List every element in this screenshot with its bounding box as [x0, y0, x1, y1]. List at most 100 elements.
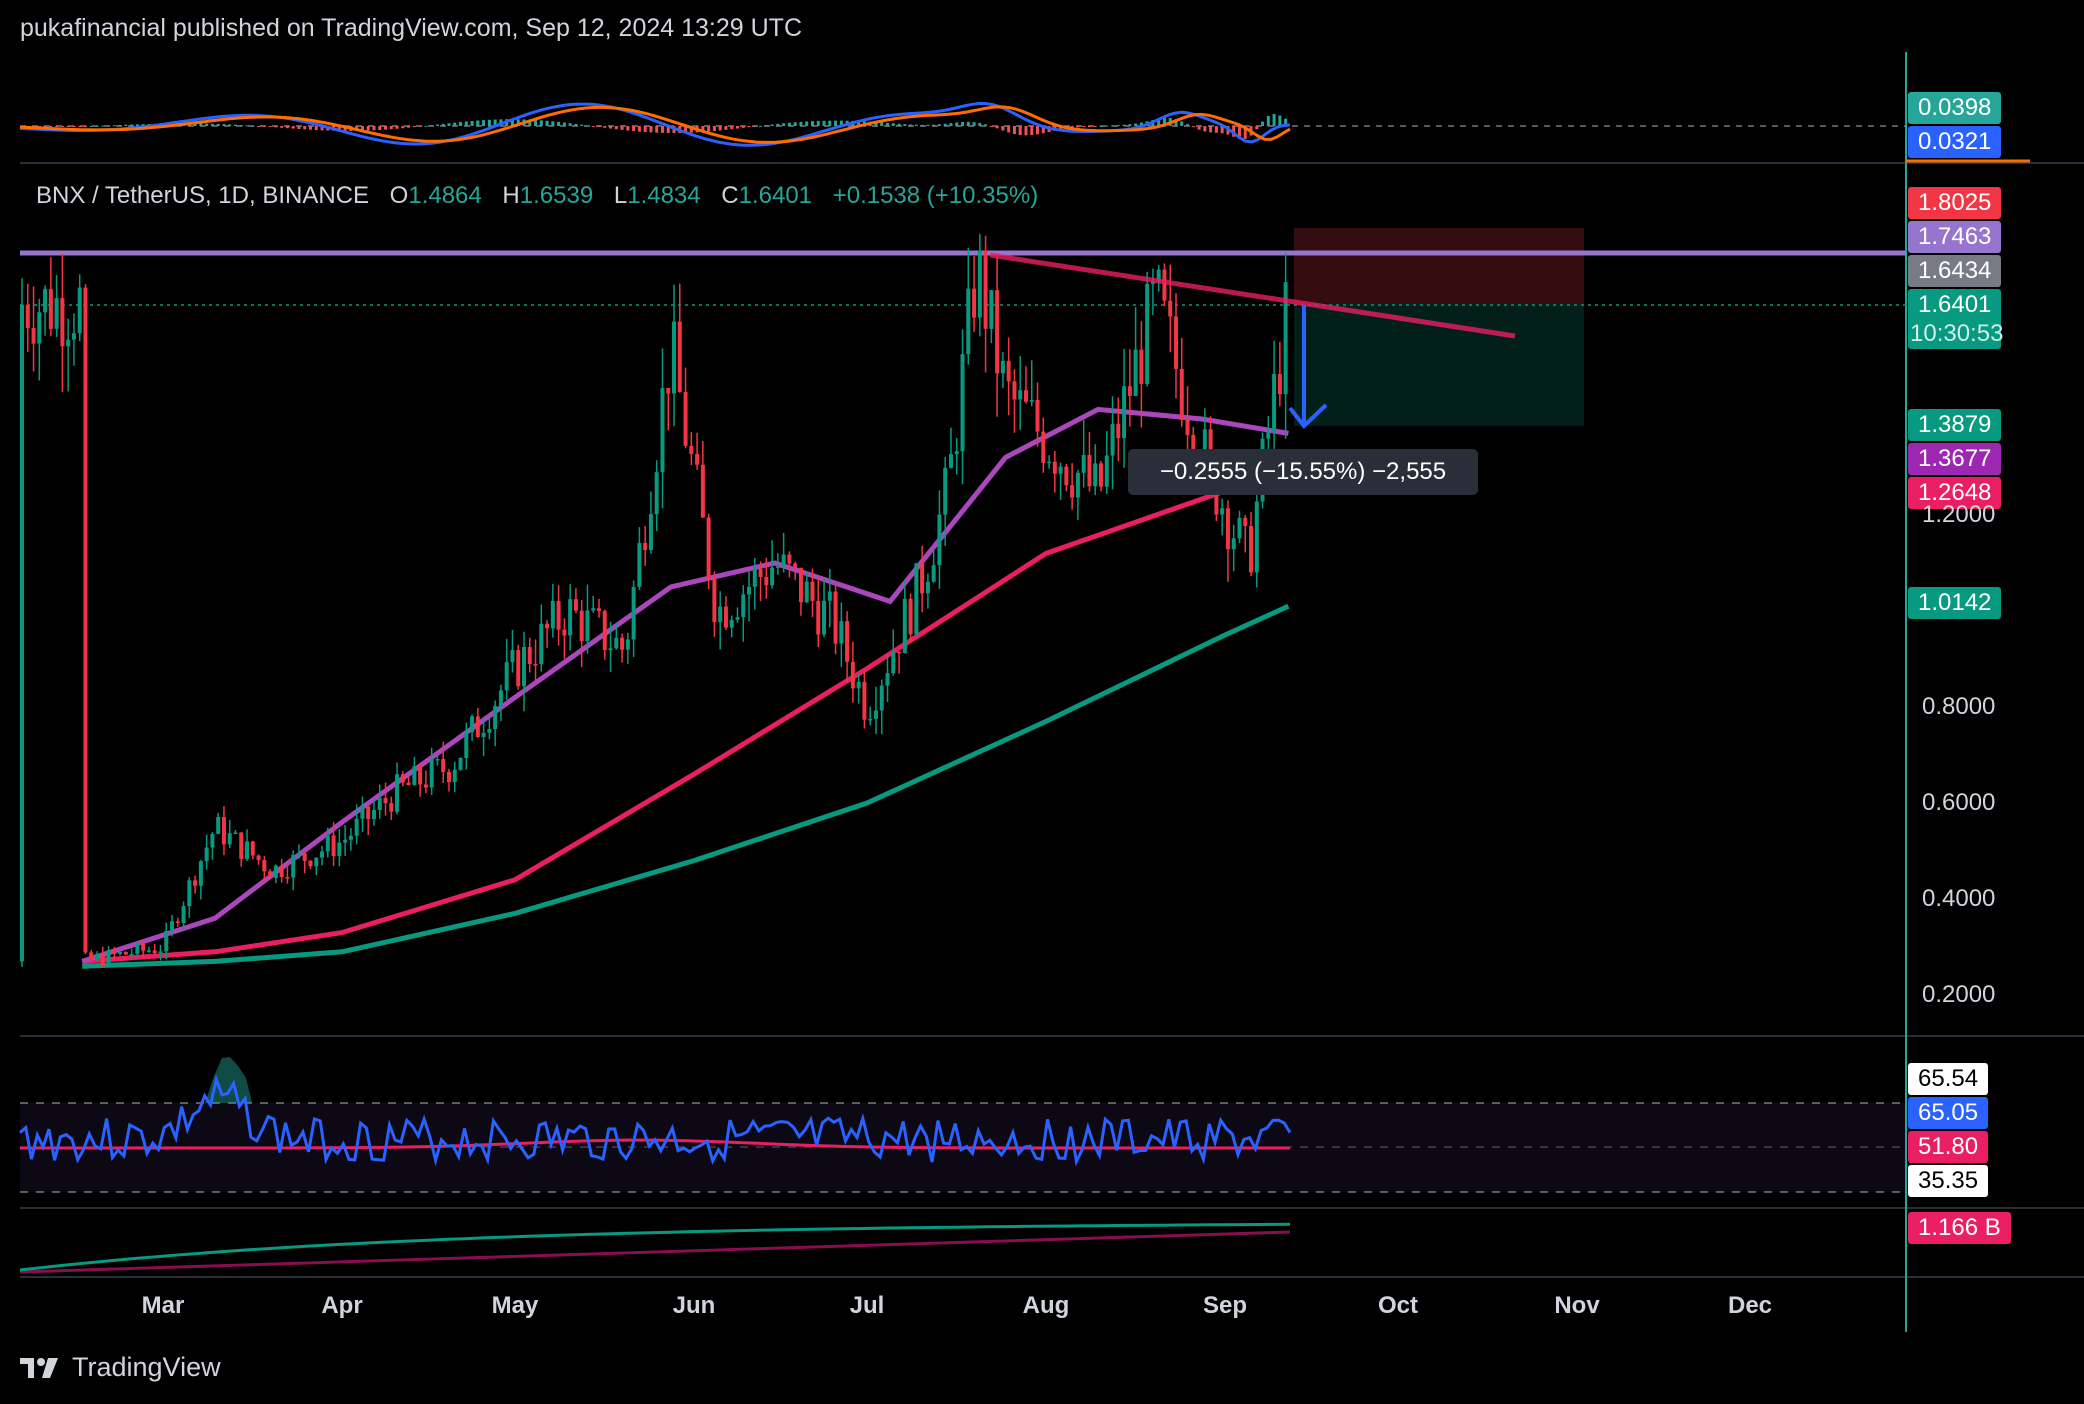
macd-histogram-bar	[839, 120, 843, 126]
macd-histogram-bar	[707, 126, 711, 132]
macd-histogram-bar	[487, 119, 491, 126]
candle-body	[129, 954, 134, 956]
macd-histogram-bar	[262, 126, 266, 127]
macd-histogram-bar	[210, 123, 214, 126]
macd-histogram-bar	[72, 126, 76, 127]
candle-body	[666, 388, 671, 394]
candle-body	[406, 782, 411, 786]
candle-body	[66, 339, 71, 347]
price-tag-ema-short: 1.3677	[1908, 443, 2002, 475]
candle-body	[752, 569, 757, 587]
macd-histogram-bar	[1157, 118, 1161, 126]
candle-body	[1006, 360, 1011, 382]
macd-histogram-bar	[1111, 125, 1115, 127]
price-candles	[20, 233, 1288, 967]
macd-histogram-bar	[37, 126, 41, 127]
macd-histogram-bar	[60, 126, 64, 127]
candle-body	[314, 857, 319, 867]
candle-body	[1283, 282, 1288, 395]
macd-histogram-bar	[655, 126, 659, 133]
candle-body	[539, 623, 544, 665]
candle-body	[245, 841, 250, 859]
macd-histogram-bar	[891, 123, 895, 126]
candle-body	[1220, 508, 1225, 515]
macd-histogram-bar	[949, 123, 953, 126]
macd-histogram-bar	[401, 126, 405, 129]
macd-line	[19, 102, 1291, 147]
candle-body	[747, 586, 752, 595]
candle-body	[1047, 461, 1052, 464]
macd-histogram-bar	[810, 121, 814, 126]
candle-body	[527, 647, 532, 665]
candle-body	[562, 629, 567, 636]
candle-body	[446, 771, 451, 783]
candle-body	[123, 952, 128, 955]
candle-body	[960, 354, 965, 452]
macd-histogram-bar	[782, 123, 786, 126]
macd-histogram-bar	[435, 124, 439, 126]
candle-body	[764, 576, 769, 586]
candle-body	[793, 563, 798, 568]
candle-body	[550, 600, 555, 629]
macd-histogram-bar	[712, 126, 716, 131]
candle-body	[1254, 501, 1259, 573]
macd-histogram-bar	[984, 124, 988, 126]
candle-body	[470, 716, 475, 733]
macd-histogram-bar	[747, 126, 751, 128]
ohlc-close: 1.6401	[738, 182, 813, 209]
macd-histogram-bar	[718, 126, 722, 131]
macd-histogram-bar	[637, 126, 641, 132]
footer-brand[interactable]: TradingView	[20, 1352, 221, 1383]
candle-body	[827, 591, 832, 601]
macd-histogram-bar	[689, 126, 693, 133]
macd-histogram-bar	[1105, 125, 1109, 127]
candle-body	[233, 832, 238, 834]
macd-histogram-bar	[49, 126, 53, 127]
candle-body	[943, 467, 948, 515]
bar-countdown: 10:30:53	[1910, 320, 2004, 347]
macd-histogram-bar	[643, 126, 647, 133]
macd-histogram-bar	[1093, 126, 1097, 127]
candle-body	[360, 806, 365, 819]
macd-histogram-bar	[291, 126, 295, 129]
candle-body	[31, 327, 36, 344]
ohlc-open-label: O	[389, 182, 409, 209]
macd-histogram-bar	[366, 126, 370, 131]
candle-body	[620, 637, 625, 650]
macd-histogram-bar	[759, 125, 763, 127]
candle-body	[948, 454, 953, 468]
candle-body	[1150, 281, 1155, 284]
candle-body	[464, 732, 469, 758]
macd-histogram-bar	[1266, 115, 1270, 126]
macd-histogram-bar	[701, 126, 705, 132]
price-tag-ema-long: 1.0142	[1908, 587, 2002, 619]
macd-histogram-bar	[124, 124, 128, 126]
candle-body	[897, 651, 902, 654]
ohlc-high: 1.6539	[519, 182, 594, 209]
candle-body	[804, 581, 809, 603]
candle-body	[1168, 300, 1173, 317]
macd-histogram	[20, 113, 1288, 139]
macd-histogram-bar	[1139, 122, 1143, 126]
candle-body	[1237, 517, 1242, 539]
price-tag-last: 1.6401	[1908, 289, 2002, 349]
candle-body	[677, 321, 682, 392]
candle-body	[914, 563, 919, 635]
candle-body	[1098, 463, 1103, 487]
macd-histogram-bar	[464, 121, 468, 126]
rsi-lower-tag: 35.35	[1908, 1165, 1989, 1197]
candle-body	[135, 943, 140, 955]
time-axis-label: Dec	[1727, 1292, 1773, 1319]
candle-body	[348, 835, 353, 840]
candle-body	[400, 774, 405, 783]
descending-trendline	[989, 252, 1516, 339]
candle-body	[458, 757, 463, 770]
candle-body	[452, 769, 457, 783]
obv-line	[19, 1222, 1291, 1272]
brand-name: TradingView	[72, 1352, 221, 1382]
macd-histogram-bar	[1220, 126, 1224, 134]
macd-histogram-bar	[78, 126, 82, 127]
ema-mid-line	[82, 483, 1289, 964]
macd-histogram-bar	[66, 126, 70, 127]
